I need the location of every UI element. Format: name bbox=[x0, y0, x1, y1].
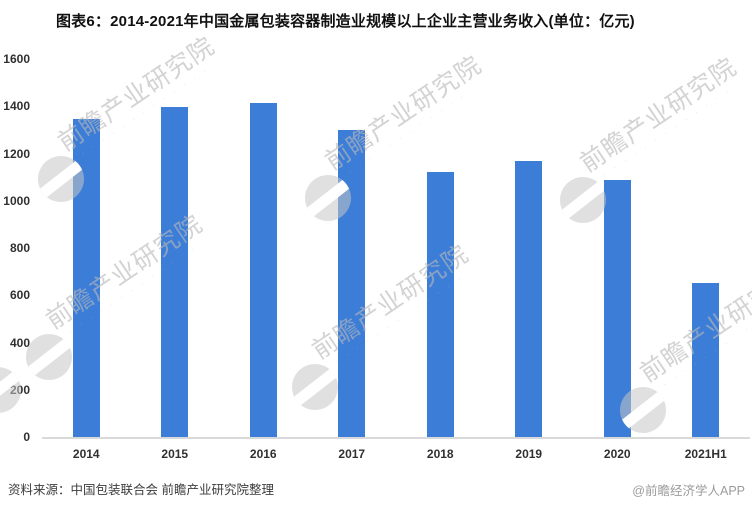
y-tick-label: 1000 bbox=[3, 193, 30, 208]
y-tick-label: 1600 bbox=[3, 52, 30, 66]
bar-slot-2016 bbox=[219, 59, 308, 437]
y-axis: 02004006008001000120014001600 bbox=[0, 0, 30, 460]
bar-slot-2019 bbox=[485, 59, 574, 437]
bar-slot-2021H1 bbox=[662, 59, 751, 437]
credit-note: @前瞻经济学人APP bbox=[632, 484, 745, 498]
x-tick-label-2020: 2020 bbox=[603, 447, 631, 461]
x-tick-label-2015: 2015 bbox=[161, 447, 189, 461]
y-tick-label: 0 bbox=[23, 430, 30, 444]
watermark-logo-icon bbox=[38, 156, 84, 202]
y-tick-label: 400 bbox=[9, 335, 30, 350]
watermark-logo-icon bbox=[292, 364, 338, 410]
watermark-logo-icon bbox=[305, 175, 351, 221]
x-tick-label-2021H1: 2021H1 bbox=[684, 447, 727, 461]
watermark-logo-icon bbox=[0, 367, 21, 413]
watermark-logo-icon bbox=[560, 177, 606, 223]
x-tick-label-2014: 2014 bbox=[72, 447, 100, 461]
watermark-logo-icon bbox=[620, 387, 666, 433]
x-tick-label-2017: 2017 bbox=[338, 447, 366, 461]
bar-2021H1 bbox=[692, 283, 720, 437]
y-tick-label: 1400 bbox=[3, 99, 30, 114]
watermark-logo-icon bbox=[26, 334, 72, 380]
bar-2019 bbox=[515, 160, 543, 437]
bar-2015 bbox=[161, 106, 189, 437]
chart-title: 图表6：2014-2021年中国金属包装容器制造业规模以上企业主营业务收入(单位… bbox=[56, 13, 635, 30]
y-tick-label: 600 bbox=[9, 288, 30, 303]
y-tick-label: 1200 bbox=[3, 146, 30, 161]
x-axis-line bbox=[42, 437, 750, 439]
source-note: 资料来源：中国包装联合会 前瞻产业研究院整理 bbox=[8, 483, 274, 497]
x-tick-label-2016: 2016 bbox=[249, 447, 277, 461]
bar-2018 bbox=[426, 172, 454, 437]
y-tick-label: 800 bbox=[9, 241, 30, 255]
x-tick-label-2019: 2019 bbox=[515, 447, 543, 461]
bar-slot-2015 bbox=[131, 59, 220, 437]
bar-slot-2018 bbox=[396, 59, 485, 437]
x-tick-label-2018: 2018 bbox=[426, 447, 454, 461]
x-axis: 2014 2015 2016 2017 2018 2019 2020 2021H1 bbox=[42, 447, 750, 461]
bar-2016 bbox=[249, 102, 277, 437]
